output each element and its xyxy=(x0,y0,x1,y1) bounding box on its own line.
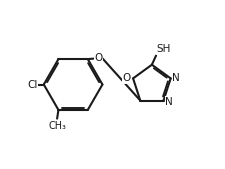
Text: SH: SH xyxy=(157,44,171,54)
Text: CH₃: CH₃ xyxy=(48,121,66,131)
Text: N: N xyxy=(173,73,180,83)
Text: N: N xyxy=(165,96,173,106)
Text: O: O xyxy=(94,53,102,63)
Text: O: O xyxy=(123,73,131,83)
Text: N: N xyxy=(172,73,180,83)
Text: Cl: Cl xyxy=(27,79,38,90)
